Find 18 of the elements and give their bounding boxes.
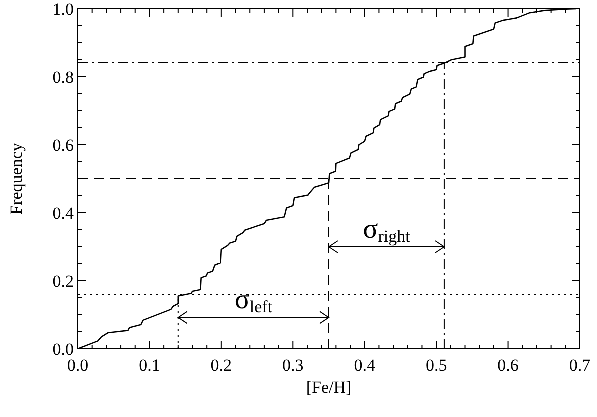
x-tick-label: 0.3	[282, 356, 304, 375]
y-axis-title: Frequency	[7, 142, 26, 215]
x-tick-label: 0.1	[139, 356, 160, 375]
y-tick-label: 0.6	[52, 136, 74, 155]
x-tick-label: 0.2	[210, 356, 232, 375]
y-tick-label: 1.0	[52, 0, 74, 19]
y-tick-label: 0.0	[52, 340, 74, 359]
y-tick-label: 0.8	[52, 68, 74, 87]
annotation: σ$_{left}$	[234, 284, 273, 317]
x-tick-label: 0.4	[354, 356, 376, 375]
y-tick-label: 0.2	[52, 272, 74, 291]
x-tick-label: 0.6	[498, 356, 519, 375]
x-tick-label: 0.7	[569, 356, 592, 375]
x-tick-label: 0.0	[67, 356, 89, 375]
annotation: σ$_{right}$	[363, 214, 411, 246]
x-axis-title: [Fe/H]	[306, 378, 352, 397]
x-tick-label: 0.5	[426, 356, 448, 375]
y-tick-label: 0.4	[52, 204, 74, 223]
